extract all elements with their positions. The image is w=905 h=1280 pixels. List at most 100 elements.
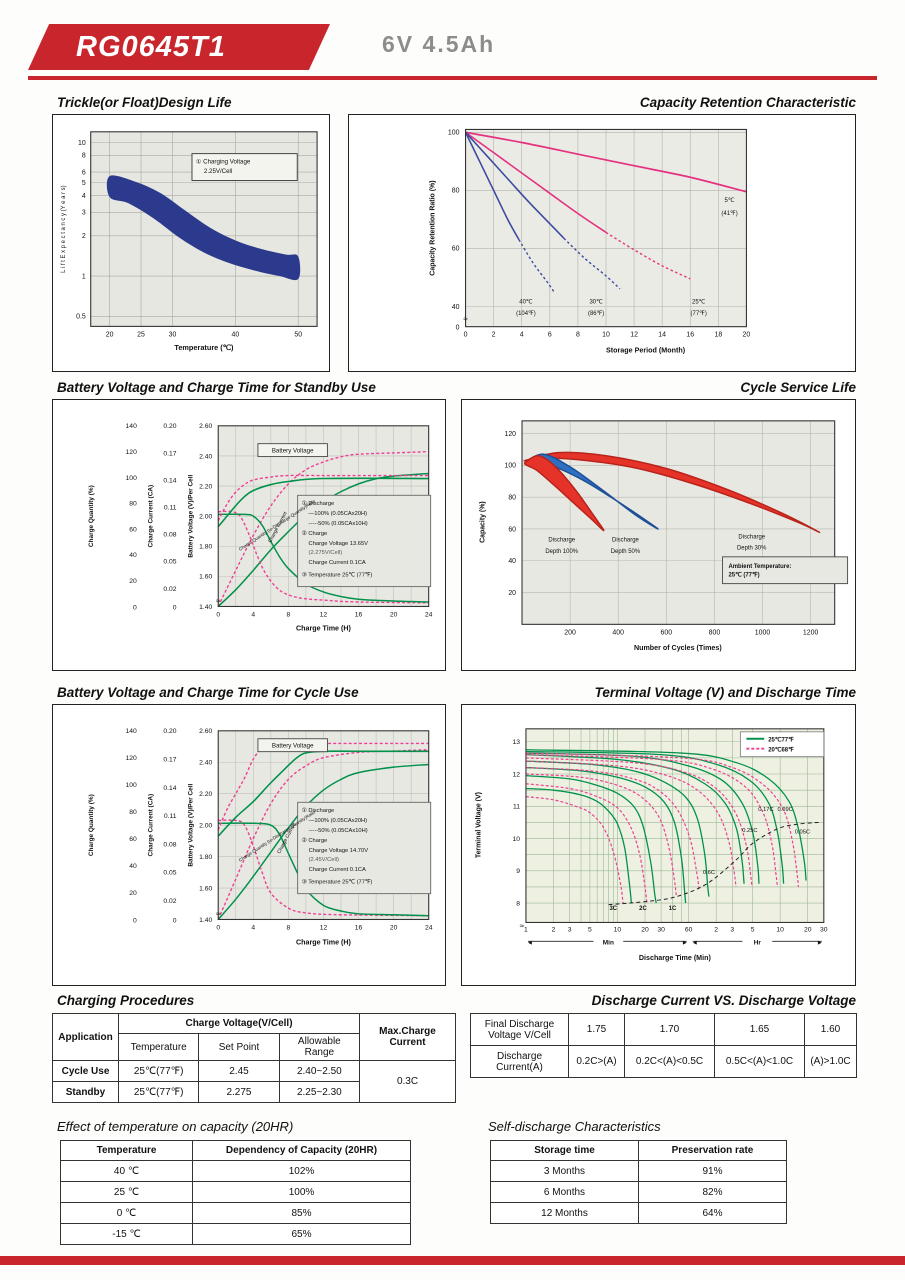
dep-cell: 102%: [192, 1160, 411, 1182]
temp-cell: 0 ℃: [60, 1202, 193, 1224]
svg-text:1: 1: [82, 273, 86, 280]
charging-cell-set: 2.45: [198, 1060, 280, 1082]
svg-text:60: 60: [508, 526, 516, 533]
svg-text:Charge Quantity (%): Charge Quantity (%): [88, 485, 95, 547]
svg-text:0: 0: [216, 611, 220, 618]
svg-text:≈: ≈: [520, 921, 525, 930]
brand-banner: RG0645T1: [28, 24, 330, 70]
svg-text:0.08: 0.08: [163, 532, 176, 539]
svg-text:Charge Current 0.1CA: Charge Current 0.1CA: [309, 867, 366, 873]
svg-text:25: 25: [137, 331, 145, 338]
svg-text:9: 9: [516, 868, 520, 875]
cycle-service-life-panel: 200 400 600 800 1000 1200 20 40 60 80 100 120 Discha…: [461, 399, 856, 671]
svg-text:1: 1: [524, 926, 528, 933]
svg-text:5: 5: [588, 926, 592, 933]
discharge-voltage-table: Final Discharge Voltage V/Cell 1.75 1.70…: [470, 1013, 857, 1078]
section-title-temp-capacity: Effect of temperature on capacity (20HR): [57, 1119, 294, 1134]
svg-text:1.80: 1.80: [199, 854, 212, 861]
svg-text:Battery Voltage: Battery Voltage: [272, 448, 314, 455]
svg-text:1.40: 1.40: [199, 917, 212, 924]
svg-text:1.80: 1.80: [199, 544, 212, 551]
svg-text:0.02: 0.02: [163, 898, 176, 905]
discharge-cell: 0.5C<(A)<1.0C: [714, 1045, 805, 1078]
capacity-retention-chart: 0 2 4 6 8 10 12 14 16 18 20 40 60 80 100 40℃ (104℉) 30℃ (8…: [430, 128, 751, 355]
rate-cell: 64%: [638, 1202, 787, 1224]
discharge-cell: (A)>1.0C: [804, 1045, 857, 1078]
charging-h-application: Application: [52, 1013, 119, 1061]
storage-cell: 3 Months: [490, 1160, 639, 1182]
svg-text:600: 600: [661, 629, 673, 636]
svg-text:2.20: 2.20: [199, 483, 212, 490]
svg-text:10: 10: [512, 836, 520, 843]
charging-row-standby: Standby 25℃(77℉) 2.275 2.25~2.30: [52, 1081, 456, 1103]
svg-text:Battery Voltage (V)/Per Cell: Battery Voltage (V)/Per Cell: [187, 784, 194, 867]
svg-text:(77℉): (77℉): [691, 311, 707, 317]
discharge-current-label-line2: Current(A): [496, 1061, 543, 1073]
svg-text:(2.275V/Cell): (2.275V/Cell): [309, 550, 343, 556]
svg-text:Charge Quantity (%): Charge Quantity (%): [88, 794, 95, 856]
charging-cell-max-current: 0.3C: [359, 1060, 456, 1103]
svg-text:16: 16: [686, 332, 694, 339]
svg-text:120: 120: [126, 449, 138, 456]
svg-text:◀: ◀: [693, 940, 697, 946]
svg-text:0.02: 0.02: [163, 586, 176, 593]
svg-text:40℃: 40℃: [519, 299, 533, 305]
charging-h-temperature: Temperature: [117, 1033, 200, 1061]
dep-cell: 85%: [192, 1202, 411, 1224]
svg-text:80: 80: [129, 501, 137, 508]
svg-text:80: 80: [452, 188, 460, 195]
temp-cell: -15 ℃: [60, 1223, 193, 1245]
self-discharge-header-row: Storage time Preservation rate: [490, 1140, 787, 1161]
svg-text:Min: Min: [603, 939, 614, 946]
svg-text:140: 140: [126, 728, 138, 735]
charging-cell-app: Cycle Use: [52, 1060, 119, 1082]
svg-text:① Discharge: ① Discharge: [302, 807, 335, 814]
discharge-current-label: Discharge Current(A): [470, 1045, 569, 1078]
svg-text:80: 80: [129, 809, 137, 816]
svg-text:200: 200: [564, 629, 576, 636]
svg-text:1200: 1200: [803, 629, 819, 636]
svg-text:Discharge: Discharge: [738, 534, 765, 540]
temp-capacity-table: Temperature Dependency of Capacity (20HR…: [60, 1140, 411, 1245]
svg-text:16: 16: [355, 924, 363, 931]
svg-text:Charge Voltage 14.70V: Charge Voltage 14.70V: [309, 848, 369, 854]
cycle-service-life-chart: 200 400 600 800 1000 1200 20 40 60 80 100 120 Discha…: [479, 420, 849, 652]
section-title-standby: Battery Voltage and Charge Time for Stan…: [57, 380, 376, 395]
svg-text:20: 20: [743, 332, 751, 339]
rate-cell: 82%: [638, 1181, 787, 1203]
svg-text:800: 800: [709, 629, 721, 636]
discharge-cell: 1.60: [804, 1013, 857, 1046]
section-title-cycle-use: Battery Voltage and Charge Time for Cycl…: [57, 685, 359, 700]
svg-text:0.11: 0.11: [164, 504, 177, 511]
discharge-cell: 1.65: [714, 1013, 805, 1046]
cycle-use-charge-panel: 0 4 8 12 16 20 24 1.40 1.60 1.80 2.00 2.20 2.40 2.60 0…: [52, 704, 446, 986]
svg-text:0.05: 0.05: [163, 559, 176, 566]
svg-text:0.5: 0.5: [76, 314, 86, 321]
svg-text:◀: ◀: [528, 940, 532, 946]
svg-text:8: 8: [516, 900, 520, 907]
svg-text:40: 40: [231, 331, 239, 338]
charging-header-row-1: Application Charge Voltage(V/Cell) Max.C…: [52, 1013, 456, 1061]
svg-text:Ambient Temperature:: Ambient Temperature:: [728, 564, 791, 570]
charging-cell-app: Standby: [52, 1081, 119, 1103]
svg-text:25℃: 25℃: [692, 299, 706, 305]
svg-text:4: 4: [82, 193, 86, 200]
svg-text:Capacity Retention Ratio (%): Capacity Retention Ratio (%): [430, 180, 437, 275]
svg-text:30: 30: [169, 331, 177, 338]
charging-row-cycle-use: Cycle Use 25℃(77℉) 2.45 2.40~2.50 0.3C: [52, 1060, 456, 1103]
svg-text:0.09C: 0.09C: [777, 807, 792, 813]
svg-text:8: 8: [287, 924, 291, 931]
svg-text:Hr: Hr: [754, 939, 762, 946]
svg-text:Discharge Time (Min): Discharge Time (Min): [639, 954, 712, 962]
svg-text:1.60: 1.60: [199, 885, 212, 892]
svg-text:20: 20: [804, 926, 812, 933]
svg-text:100: 100: [126, 782, 138, 789]
battery-spec: 6V 4.5Ah: [382, 31, 496, 57]
svg-text:Charge Time (H): Charge Time (H): [296, 624, 352, 632]
charging-h-allowable: Allowable Range: [278, 1033, 361, 1061]
discharge-cell: 1.75: [568, 1013, 625, 1046]
self-discharge-row: 6 Months 82%: [490, 1181, 787, 1203]
svg-text:② Charge: ② Charge: [302, 837, 328, 844]
svg-text:(104℉): (104℉): [516, 311, 536, 317]
